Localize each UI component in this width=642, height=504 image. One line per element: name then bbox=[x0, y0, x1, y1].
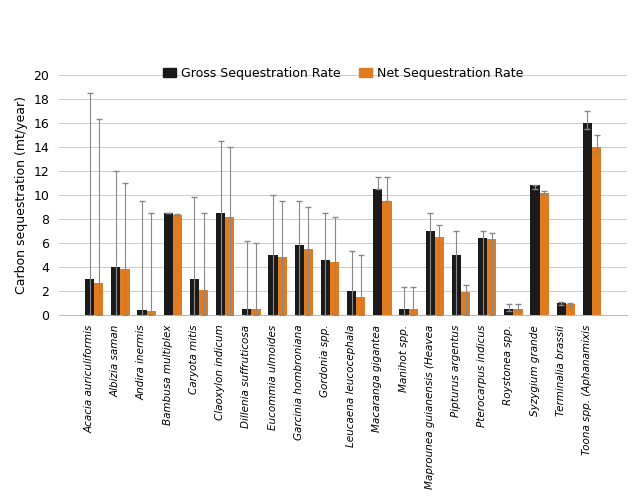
Y-axis label: Carbon sequestration (mt/year): Carbon sequestration (mt/year) bbox=[15, 96, 28, 294]
Bar bbox=[347, 291, 356, 315]
Bar bbox=[435, 237, 444, 315]
Bar bbox=[304, 249, 313, 315]
Bar bbox=[566, 304, 575, 315]
Bar bbox=[330, 262, 339, 315]
Bar bbox=[216, 213, 225, 315]
Bar bbox=[514, 309, 523, 315]
Bar bbox=[252, 309, 261, 315]
Bar bbox=[399, 309, 408, 315]
Bar bbox=[85, 279, 94, 315]
Bar bbox=[164, 213, 173, 315]
Bar bbox=[530, 185, 540, 315]
Bar bbox=[426, 231, 435, 315]
Bar bbox=[487, 239, 496, 315]
Bar bbox=[408, 309, 418, 315]
Bar bbox=[540, 193, 549, 315]
Bar bbox=[199, 290, 208, 315]
Bar bbox=[383, 201, 392, 315]
Bar bbox=[120, 270, 130, 315]
Bar bbox=[277, 258, 287, 315]
Bar bbox=[242, 309, 252, 315]
Bar bbox=[111, 267, 120, 315]
Bar bbox=[137, 310, 146, 315]
Bar bbox=[478, 238, 487, 315]
Bar bbox=[583, 123, 592, 315]
Bar bbox=[356, 297, 365, 315]
Bar bbox=[373, 189, 383, 315]
Bar bbox=[592, 147, 601, 315]
Bar bbox=[452, 255, 461, 315]
Bar bbox=[321, 260, 330, 315]
Bar bbox=[557, 303, 566, 315]
Bar bbox=[146, 311, 156, 315]
Bar bbox=[225, 217, 234, 315]
Bar bbox=[461, 292, 470, 315]
Bar bbox=[94, 283, 103, 315]
Bar bbox=[504, 309, 514, 315]
Bar bbox=[295, 245, 304, 315]
Bar bbox=[173, 215, 182, 315]
Bar bbox=[190, 279, 199, 315]
Legend: Gross Sequestration Rate, Net Sequestration Rate: Gross Sequestration Rate, Net Sequestrat… bbox=[158, 62, 528, 85]
Bar bbox=[268, 255, 277, 315]
